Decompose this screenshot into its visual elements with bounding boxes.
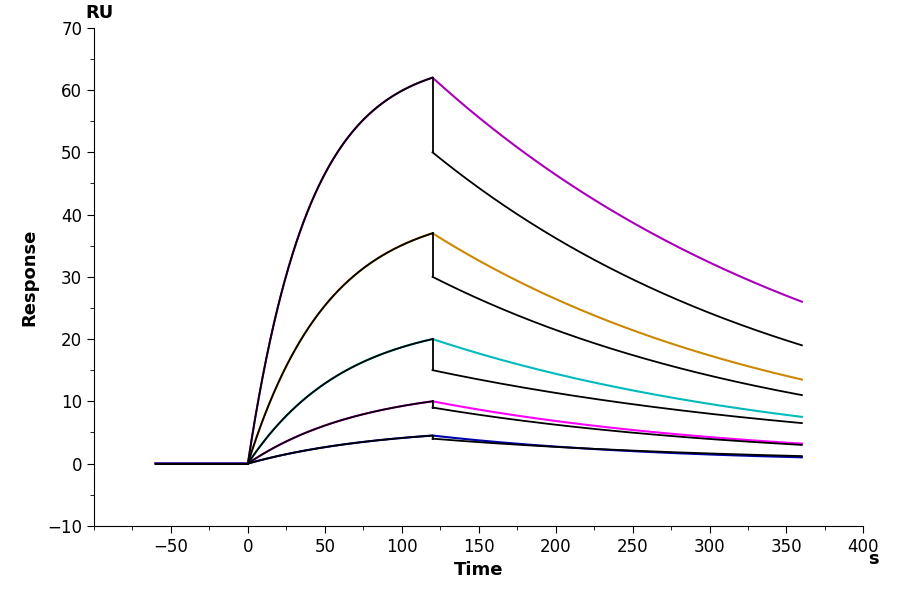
Text: s: s (868, 550, 878, 568)
Y-axis label: Response: Response (21, 228, 39, 326)
Text: RU: RU (85, 4, 113, 22)
X-axis label: Time: Time (454, 561, 503, 579)
